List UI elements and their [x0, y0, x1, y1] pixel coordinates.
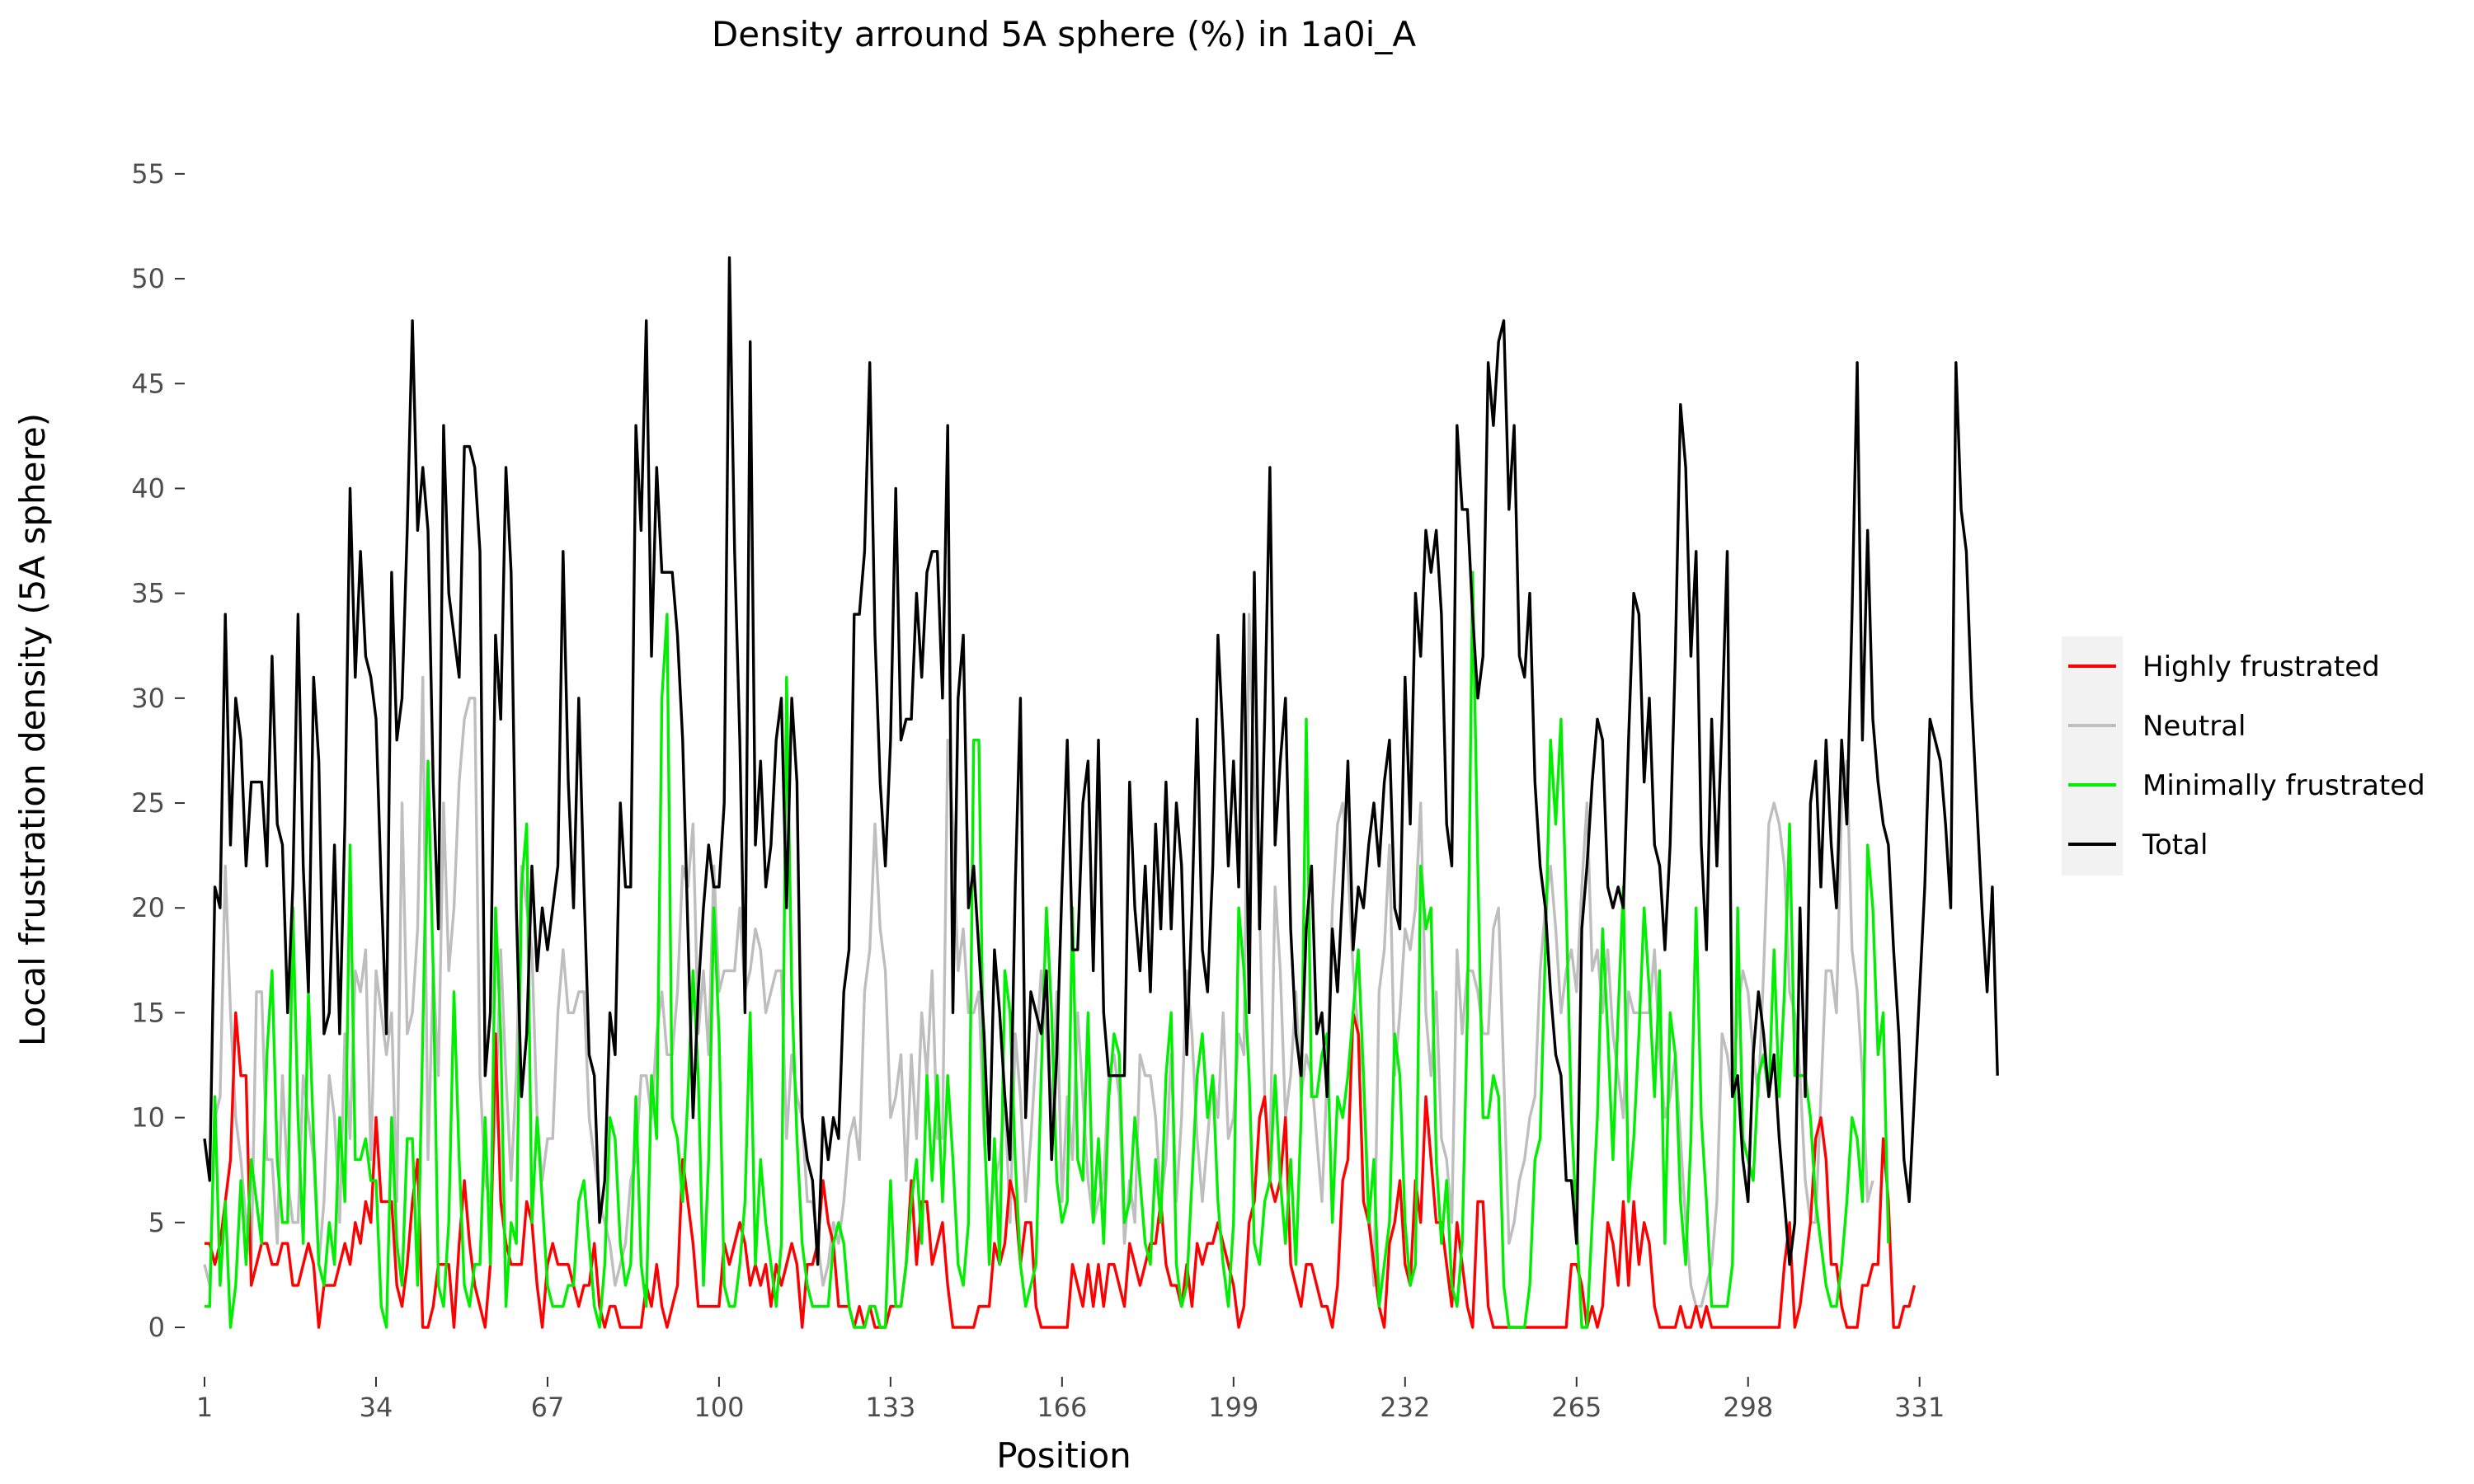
- legend-label-neutral: Neutral: [2142, 710, 2246, 743]
- chart-title: Density arround 5A sphere (%) in 1a0i_A: [712, 14, 1416, 54]
- y-tick-label: 10: [131, 1102, 165, 1134]
- y-tick-label: 45: [131, 368, 165, 399]
- y-tick-label: 0: [148, 1312, 165, 1343]
- x-tick-label: 67: [531, 1392, 565, 1423]
- x-axis-title: Position: [996, 1435, 1131, 1476]
- series-lines: [203, 256, 1999, 1329]
- x-tick-label: 199: [1208, 1392, 1258, 1423]
- y-tick-label: 5: [148, 1207, 165, 1238]
- legend-label-minimally-frustrated: Minimally frustrated: [2142, 769, 2425, 802]
- legend-label-highly-frustrated: Highly frustrated: [2142, 650, 2380, 683]
- x-tick-label: 331: [1894, 1392, 1945, 1423]
- y-tick-label: 55: [131, 158, 165, 190]
- series-line-total: [203, 256, 1999, 1266]
- series-line-minimally-frustrated: [205, 571, 1890, 1329]
- x-tick-label: 100: [694, 1392, 744, 1423]
- y-tick-label: 15: [131, 997, 165, 1028]
- x-tick-label: 298: [1723, 1392, 1773, 1423]
- plot-area: 0 5 10 15 20 25 30 35 40 45 50 55 1 34 67 100 133 166 199…: [131, 158, 1999, 1423]
- y-tick-label: 50: [131, 263, 165, 294]
- y-tick-label: 25: [131, 787, 165, 819]
- x-tick-label: 1: [196, 1392, 213, 1423]
- series-line-neutral: [203, 613, 1874, 1308]
- x-tick-label: 133: [865, 1392, 915, 1423]
- y-axis: 0 5 10 15 20 25 30 35 40 45 50 55: [131, 158, 185, 1343]
- x-tick-label: 232: [1380, 1392, 1430, 1423]
- legend-label-total: Total: [2142, 829, 2208, 862]
- y-tick-label: 20: [131, 892, 165, 923]
- y-tick-label: 40: [131, 472, 165, 504]
- x-tick-label: 265: [1551, 1392, 1602, 1423]
- legend-key-background: [2062, 636, 2123, 876]
- x-tick-label: 166: [1037, 1392, 1087, 1423]
- y-axis-title: Local frustration density (5A sphere): [12, 413, 53, 1046]
- legend: Highly frustrated Neutral Minimally frustr…: [2062, 636, 2425, 876]
- y-tick-label: 35: [131, 578, 165, 609]
- series-line-highly-frustrated: [205, 1011, 1917, 1329]
- x-axis: 1 34 67 100 133 166 199 232 265 298 331: [196, 1377, 1945, 1423]
- x-tick-label: 34: [360, 1392, 393, 1423]
- y-tick-label: 30: [131, 683, 165, 714]
